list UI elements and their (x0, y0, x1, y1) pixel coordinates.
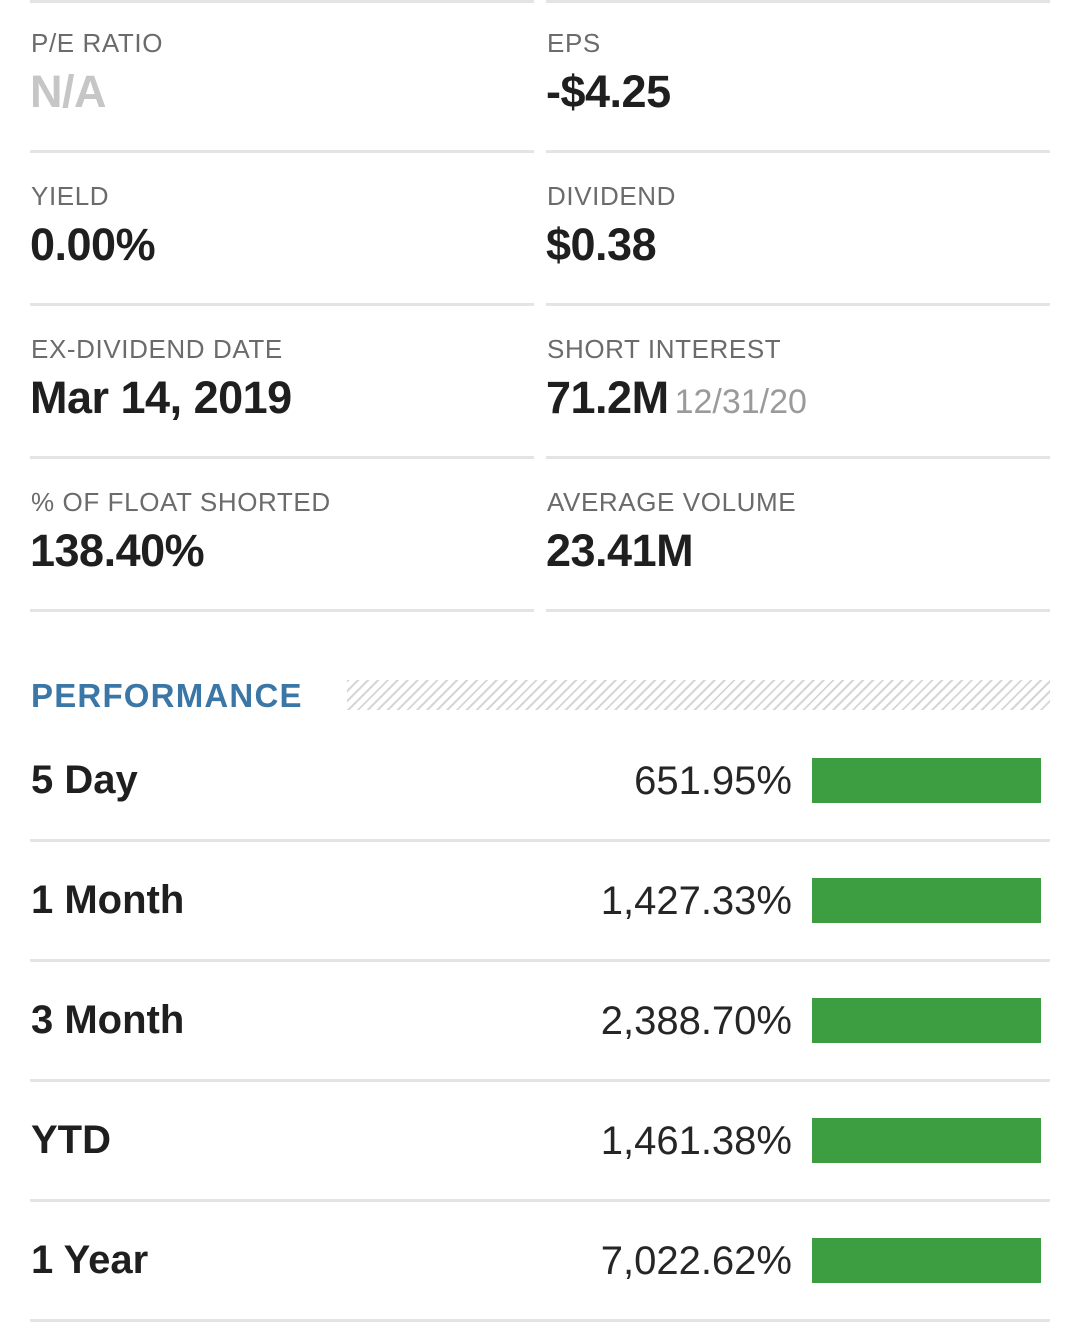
period-change: 1,427.33% (600, 879, 792, 923)
change-bar-track (812, 758, 1041, 803)
stat-value: 71.2M 12/31/20 (546, 372, 807, 423)
divider (546, 456, 1050, 459)
change-bar-track (812, 1238, 1041, 1283)
performance-row: 1 Month 1,427.33% (30, 842, 1050, 962)
stat-value: 138.40% (30, 525, 205, 576)
stat-float-shorted: % OF FLOAT SHORTED 138.40% (30, 459, 534, 612)
divider (30, 0, 534, 3)
stat-short-interest: SHORT INTEREST 71.2M 12/31/20 (546, 306, 1050, 459)
period-label: 5 Day (31, 758, 138, 802)
divider (30, 456, 534, 459)
divider (546, 609, 1050, 612)
stat-value: $0.38 (546, 219, 657, 270)
stat-label: YIELD (31, 181, 110, 211)
stat-ex-dividend-date: EX-DIVIDEND DATE Mar 14, 2019 (30, 306, 534, 459)
divider (546, 303, 1050, 306)
stat-average-volume: AVERAGE VOLUME 23.41M (546, 459, 1050, 612)
stat-value: 23.41M (546, 525, 694, 576)
performance-header: PERFORMANCE (30, 672, 1050, 722)
stat-pe-ratio: P/E RATIO N/A (30, 0, 534, 153)
divider (30, 1319, 1050, 1322)
stat-label: EX-DIVIDEND DATE (31, 334, 283, 364)
performance-row: 3 Month 2,388.70% (30, 962, 1050, 1082)
stat-value: N/A (30, 66, 107, 117)
period-change: 1,461.38% (600, 1119, 792, 1163)
period-label: 1 Year (31, 1238, 149, 1282)
change-bar-track (812, 878, 1041, 923)
period-change: 651.95% (634, 759, 792, 803)
performance-row: 1 Year 7,022.62% (30, 1202, 1050, 1322)
stat-label: AVERAGE VOLUME (547, 487, 797, 517)
divider (546, 150, 1050, 153)
stat-label: % OF FLOAT SHORTED (31, 487, 331, 517)
stats-row: % OF FLOAT SHORTED 138.40% AVERAGE VOLUM… (30, 459, 1050, 612)
change-bar (812, 1118, 1041, 1163)
change-bar-track (812, 998, 1041, 1043)
change-bar (812, 998, 1041, 1043)
performance-row: 5 Day 651.95% (30, 722, 1050, 842)
period-change: 2,388.70% (600, 999, 792, 1043)
change-bar (812, 878, 1041, 923)
divider (30, 303, 534, 306)
divider (30, 609, 534, 612)
stat-value: Mar 14, 2019 (30, 372, 292, 423)
stat-eps: EPS -$4.25 (546, 0, 1050, 153)
stat-label: EPS (547, 28, 601, 58)
change-bar-track (812, 1118, 1041, 1163)
change-bar (812, 758, 1041, 803)
stat-value: 0.00% (30, 219, 156, 270)
period-label: 1 Month (31, 878, 185, 922)
divider (30, 1079, 1050, 1082)
divider (30, 1199, 1050, 1202)
divider (30, 150, 534, 153)
stats-row: EX-DIVIDEND DATE Mar 14, 2019 SHORT INTE… (30, 306, 1050, 459)
key-stats-grid: P/E RATIO N/A EPS -$4.25 YIELD 0.00% DIV… (30, 0, 1050, 612)
divider (30, 959, 1050, 962)
stat-value: -$4.25 (546, 66, 671, 117)
change-bar (812, 1238, 1041, 1283)
period-change: 7,022.62% (600, 1239, 792, 1283)
stat-label: DIVIDEND (547, 181, 677, 211)
divider (546, 0, 1050, 3)
stat-label: P/E RATIO (31, 28, 164, 58)
divider (30, 839, 1050, 842)
stat-yield: YIELD 0.00% (30, 153, 534, 306)
stat-date: 12/31/20 (674, 383, 807, 421)
stats-row: YIELD 0.00% DIVIDEND $0.38 (30, 153, 1050, 306)
performance-row: YTD 1,461.38% (30, 1082, 1050, 1202)
period-label: YTD (31, 1118, 111, 1162)
stats-row: P/E RATIO N/A EPS -$4.25 (30, 0, 1050, 153)
section-title: PERFORMANCE (31, 677, 303, 714)
hatch-divider (347, 680, 1050, 710)
performance-list: 5 Day 651.95% 1 Month 1,427.33% 3 Month … (30, 722, 1050, 1322)
stat-label: SHORT INTEREST (547, 334, 782, 364)
period-label: 3 Month (31, 998, 185, 1042)
stat-dividend: DIVIDEND $0.38 (546, 153, 1050, 306)
